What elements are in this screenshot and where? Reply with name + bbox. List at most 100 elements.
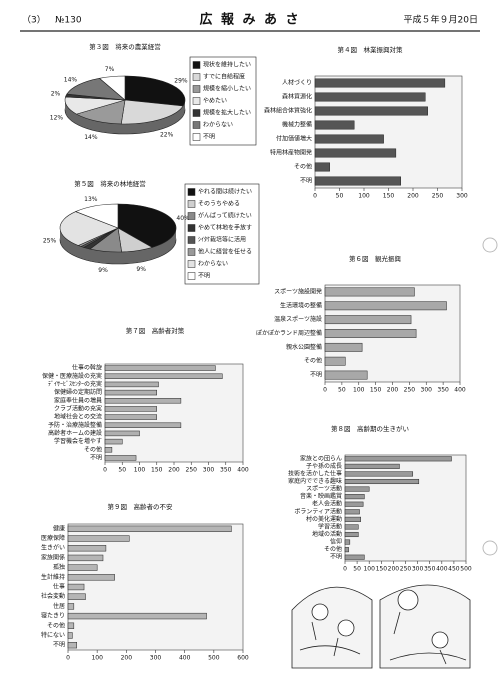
x-tick-label: 500 (460, 566, 472, 573)
bar (324, 356, 346, 366)
x-tick-label: 150 (370, 387, 382, 394)
category-label: 信仰 (330, 538, 342, 546)
bar (104, 430, 140, 437)
bar (67, 593, 86, 600)
legend-swatch (187, 248, 196, 256)
x-tick-label: 300 (421, 387, 433, 394)
category-label: 村の美化運動 (306, 515, 342, 523)
legend-swatch (192, 85, 201, 93)
x-tick-label: 0 (343, 566, 347, 573)
category-label: 付加価値増大 (276, 135, 312, 143)
category-label: ﾃﾞｲｻｰﾋﾞｽｾﾝﾀｰの充実 (48, 380, 102, 388)
category-label: 保健・医療施設の充実 (42, 372, 102, 380)
x-tick-label: 600 (237, 655, 249, 662)
category-label: 特用林産物開発 (270, 149, 312, 157)
bar (104, 398, 182, 404)
category-label: 学習機会を増やす (54, 437, 102, 445)
x-tick-label: 300 (456, 193, 468, 200)
category-label: 特にない (41, 631, 65, 639)
bar (324, 315, 412, 325)
legend-label: そのうちやめる (198, 200, 240, 208)
category-label: その他 (47, 621, 65, 629)
legend-swatch (192, 73, 201, 81)
chart-title: 第４図 林業振興対策 (338, 45, 404, 54)
bar (67, 583, 85, 591)
slice-label: 2% (51, 91, 61, 98)
x-tick-label: 200 (168, 467, 180, 474)
chart-title: 第８図 高齢期の生きがい (331, 424, 409, 433)
legend-swatch (187, 224, 196, 232)
chart-title: 第５図 将来の林地経営 (74, 179, 146, 188)
category-label: その他 (304, 357, 322, 365)
category-label: 高齢者ホームの建設 (48, 429, 102, 437)
category-label: 不明 (330, 554, 342, 561)
illustration (291, 584, 471, 669)
legend-swatch (192, 97, 201, 105)
legend-frame (184, 183, 260, 285)
x-tick-label: 50 (118, 467, 126, 474)
bar (104, 455, 137, 461)
bar (67, 622, 75, 629)
legend-label: 他人に経営を任せる (198, 248, 252, 256)
category-label: その他 (294, 163, 312, 171)
bar (344, 501, 364, 507)
category-label: 生計維持 (41, 573, 65, 581)
bar (344, 478, 420, 485)
pie-slice (75, 99, 126, 125)
chart-title: 第９図 高齢者の不安 (108, 502, 174, 511)
x-tick-label: 300 (150, 655, 162, 662)
x-tick-label: 150 (376, 566, 388, 573)
pie-slice (59, 211, 119, 246)
bar (67, 603, 75, 610)
x-tick-label: 350 (220, 467, 232, 474)
bar (344, 524, 359, 530)
category-label: その他 (84, 445, 102, 453)
bar (324, 329, 417, 338)
x-tick-label: 400 (454, 387, 466, 394)
category-label: 不明 (90, 454, 102, 461)
x-tick-label: 100 (91, 655, 103, 662)
legend-label: がんばって続けたい (198, 212, 252, 220)
category-label: 不明 (300, 178, 312, 185)
bar (344, 456, 452, 462)
pie-slice (74, 203, 119, 229)
legend-swatch (187, 200, 196, 208)
x-tick-label: 400 (179, 655, 191, 662)
paper-title: 広 報 み あ さ (199, 12, 300, 28)
bar (67, 574, 115, 581)
bar (344, 471, 414, 477)
bar (67, 535, 130, 542)
category-label: 地域の活動 (312, 530, 342, 538)
bar (344, 463, 400, 469)
slice-label: 14% (64, 77, 78, 84)
legend-swatch (192, 61, 201, 69)
legend-label: やれる間は続けたい (198, 188, 252, 196)
pie-slice (66, 77, 126, 101)
bar (324, 301, 447, 311)
category-label: 医療保障 (41, 534, 65, 542)
legend-frame (189, 56, 257, 146)
bar (104, 365, 216, 371)
slice-label: 12% (50, 114, 64, 121)
category-label: 住居 (53, 602, 65, 610)
bar (314, 106, 428, 116)
x-tick-label: 150 (383, 193, 395, 200)
pie-slice (117, 203, 177, 248)
plot-frame (67, 523, 244, 651)
bar (314, 92, 426, 102)
pie-slice (98, 75, 126, 101)
slice-label: 25% (43, 237, 57, 244)
x-tick-label: 500 (208, 655, 220, 662)
bar (324, 287, 415, 297)
category-label: 学習活動 (318, 522, 342, 530)
x-tick-label: 200 (407, 193, 419, 200)
bar (67, 632, 73, 639)
plot-frame (104, 363, 244, 463)
bar (314, 176, 401, 186)
legend-swatch (192, 133, 201, 141)
category-label: 家族関係 (41, 553, 65, 561)
category-label: 生きがい (41, 544, 65, 552)
x-tick-label: 250 (186, 467, 198, 474)
bar (314, 78, 446, 88)
legend-swatch (192, 121, 201, 129)
